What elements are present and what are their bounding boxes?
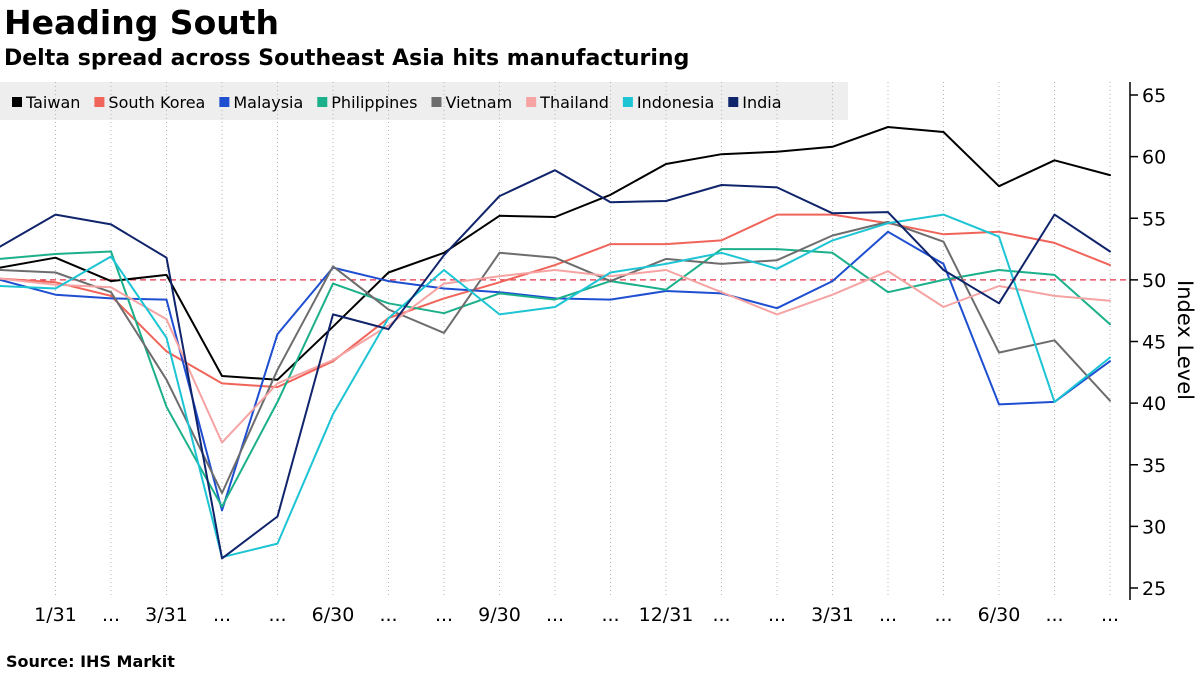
x-tick-label: ... — [1045, 604, 1063, 626]
legend-swatch — [526, 97, 537, 107]
series-lines — [0, 126, 1111, 560]
series-line-india — [0, 169, 1111, 560]
x-tick-label: ... — [1101, 604, 1119, 626]
legend-swatch — [12, 97, 22, 107]
legend-item-india: India — [728, 93, 782, 112]
legend-swatch — [728, 97, 739, 107]
legend-item-vietnam: Vietnam — [431, 93, 512, 112]
y-tick-label: 60 — [1142, 147, 1166, 169]
series-line-philippines — [0, 248, 1111, 508]
legend-swatch — [317, 97, 328, 107]
y-tick-label: 30 — [1142, 516, 1166, 538]
series-line-thailand — [0, 269, 1111, 444]
legend-item-indonesia: Indonesia — [622, 93, 714, 112]
y-tick-label: 45 — [1142, 332, 1166, 354]
x-tick-label: ... — [712, 604, 730, 626]
x-axis: 1/31... 3/31...... 6/30...... 9/30...... 12/… — [34, 604, 1119, 626]
legend-swatch — [622, 97, 633, 107]
legend-label: Taiwan — [25, 93, 80, 112]
y-tick-label: 25 — [1142, 578, 1166, 600]
source-note: Source: IHS Markit — [6, 652, 175, 671]
x-tick-label: ... — [379, 604, 397, 626]
x-tick-label: 12/31 — [639, 604, 694, 626]
series-line-taiwan — [0, 126, 1111, 381]
legend-label: India — [742, 93, 781, 112]
x-tick-label: ... — [268, 604, 286, 626]
y-tick-label: 35 — [1142, 455, 1166, 477]
x-tick-label: ... — [546, 604, 564, 626]
legend-label: Malaysia — [233, 93, 303, 112]
x-tick-label: ... — [879, 604, 897, 626]
x-tick-label: 6/30 — [312, 604, 355, 626]
y-tick-label: 55 — [1142, 208, 1166, 230]
y-axis: 25 30 35 40 45 50 55 60 65 — [1129, 82, 1166, 600]
legend-item-malaysia: Malaysia — [219, 93, 303, 112]
x-tick-label: 9/30 — [478, 604, 521, 626]
y-tick-label: 65 — [1142, 85, 1166, 107]
x-tick-label: ... — [601, 604, 619, 626]
legend-item-philippines: Philippines — [317, 93, 417, 112]
x-tick-label: 1/31 — [34, 604, 77, 626]
legend: Taiwan South Korea Malaysia Philippines Viet… — [12, 93, 782, 112]
legend-label: Philippines — [331, 93, 417, 112]
legend-item-taiwan: Taiwan — [12, 93, 80, 112]
series-line-indonesia — [0, 213, 1111, 559]
y-tick-label: 40 — [1142, 393, 1166, 415]
y-axis-label: Index Level — [1173, 280, 1197, 400]
chart-subtitle: Delta spread across Southeast Asia hits … — [4, 46, 690, 71]
legend-item-thailand: Thailand — [526, 93, 609, 112]
x-tick-label: ... — [435, 604, 453, 626]
x-tick-label: ... — [102, 604, 120, 626]
legend-label: Indonesia — [637, 93, 714, 112]
y-tick-label: 50 — [1142, 270, 1166, 292]
x-tick-label: 6/30 — [978, 604, 1021, 626]
legend-item-south-korea: South Korea — [94, 93, 205, 112]
chart-title: Heading South — [4, 3, 280, 42]
legend-background — [0, 82, 848, 120]
legend-label: South Korea — [108, 93, 205, 112]
x-tick-label: 3/31 — [145, 604, 188, 626]
x-tick-label: ... — [213, 604, 231, 626]
legend-swatch — [94, 97, 105, 107]
legend-label: Thailand — [539, 93, 609, 112]
legend-label: Vietnam — [445, 93, 512, 112]
x-tick-label: ... — [934, 604, 952, 626]
x-tick-label: ... — [768, 604, 786, 626]
series-line-malaysia — [0, 230, 1111, 512]
series-line-vietnam — [0, 220, 1111, 495]
legend-swatch — [431, 97, 442, 107]
x-tick-label: 3/31 — [811, 604, 854, 626]
legend-swatch — [219, 97, 230, 107]
